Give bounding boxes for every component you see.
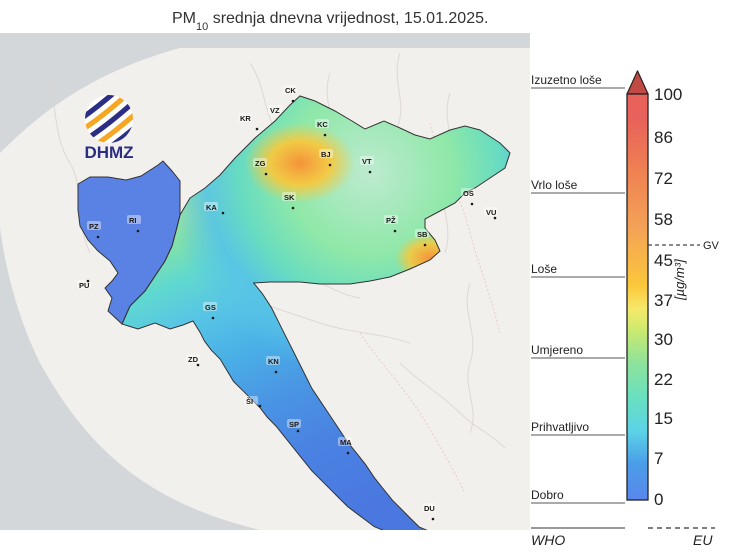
- svg-text:45: 45: [654, 251, 673, 270]
- svg-text:86: 86: [654, 128, 673, 147]
- svg-text:Dobro: Dobro: [531, 488, 564, 502]
- svg-text:Loše: Loše: [531, 262, 557, 276]
- svg-text:Prihvatljivo: Prihvatljivo: [531, 420, 589, 434]
- svg-text:22: 22: [654, 370, 673, 389]
- svg-text:37: 37: [654, 291, 673, 310]
- svg-text:EU: EU: [693, 532, 713, 548]
- svg-text:7: 7: [654, 449, 663, 468]
- svg-text:15: 15: [654, 409, 673, 428]
- svg-text:0: 0: [654, 490, 663, 509]
- svg-text:100: 100: [654, 85, 682, 104]
- svg-text:30: 30: [654, 330, 673, 349]
- svg-text:WHO: WHO: [531, 532, 565, 548]
- svg-text:[µg/m³]: [µg/m³]: [672, 259, 687, 301]
- svg-text:GV: GV: [703, 240, 720, 252]
- svg-text:Vrlo loše: Vrlo loše: [531, 178, 578, 192]
- svg-text:58: 58: [654, 210, 673, 229]
- svg-text:Izuzetno loše: Izuzetno loše: [531, 73, 602, 87]
- svg-text:72: 72: [654, 169, 673, 188]
- svg-text:Umjereno: Umjereno: [531, 343, 583, 357]
